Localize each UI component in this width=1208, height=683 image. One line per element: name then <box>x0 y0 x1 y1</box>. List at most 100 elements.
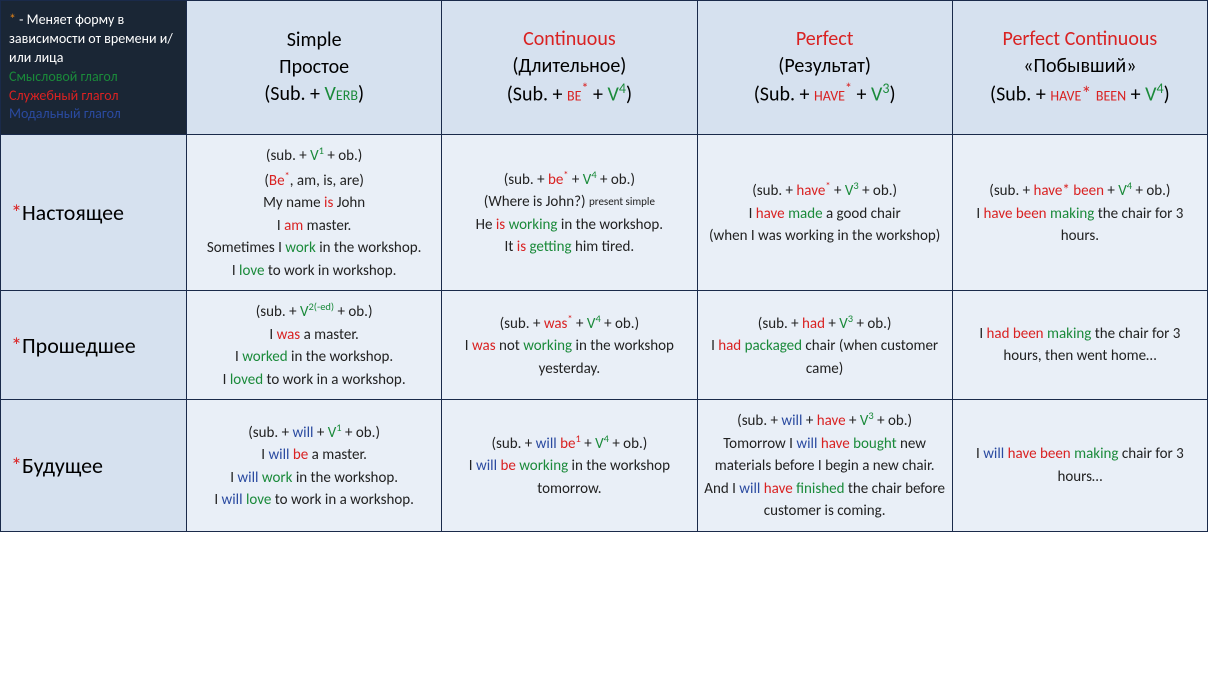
row-present-text: Настоящее <box>22 199 124 226</box>
prp-h: have <box>796 182 825 200</box>
row-future-text: Будущее <box>22 452 103 479</box>
fp-f2: + ob.) <box>874 412 912 430</box>
prpc-2h: have <box>984 205 1013 223</box>
row-future-star: * <box>11 452 22 479</box>
pap-2h: had <box>718 337 741 355</box>
prc-f1: (sub. + <box>504 171 548 189</box>
prpc-b: been <box>1073 182 1104 200</box>
ps-3is: is <box>324 194 333 212</box>
prp-f1: (sub. + <box>752 182 796 200</box>
pas-f2: + ob.) <box>334 303 372 321</box>
prpc-2a: I <box>976 205 983 223</box>
h-cont-f1: (Sub. + <box>507 83 567 107</box>
fc-2a: I <box>469 457 476 475</box>
legend-text1: - Меняет форму в зависимости от времени … <box>9 11 173 66</box>
row-past-text: Прошедшее <box>22 332 136 359</box>
prc-3is: is <box>496 216 505 234</box>
row-present-label: *Настоящее <box>1 135 187 291</box>
fc-2wk: working <box>519 457 568 475</box>
papc-1b: been <box>1013 325 1044 343</box>
cell-past-simple: (sub. + V2(-ed) + ob.) I was a master. I… <box>187 291 442 400</box>
fs-3wk: work <box>262 469 293 487</box>
prpc-2m: making <box>1050 205 1094 223</box>
prc-4is: is <box>517 238 526 256</box>
fpc-1m: making <box>1074 445 1118 463</box>
fp-2a: Tomorrow I <box>723 435 796 453</box>
pas-2b: a master. <box>300 326 359 344</box>
prc-f2: + ob.) <box>597 171 635 189</box>
prpc-2b: been <box>1016 205 1047 223</box>
row-present-star: * <box>11 199 22 226</box>
fpc-1b: been <box>1040 445 1071 463</box>
ps-f2: + ob.) <box>324 147 362 165</box>
ps-4b: master. <box>303 217 351 235</box>
ps-br: , am, is, are) <box>290 172 364 190</box>
h-pc-s4: 4 <box>1157 80 1164 97</box>
prpc-p: + <box>1104 182 1118 200</box>
h-simple-f2: ) <box>358 82 364 106</box>
cell-past-continuous: (sub. + was* + V4 + ob.) I was not worki… <box>442 291 697 400</box>
pap-p: + <box>825 315 839 333</box>
prpc-v4: V <box>1118 182 1127 200</box>
row-future-label: *Будущее <box>1 400 187 532</box>
h-cont-plus: + <box>588 83 607 107</box>
prpc-h: have* <box>1033 182 1073 200</box>
h-perf-v3: V <box>871 83 882 107</box>
fp-2w: will <box>796 435 817 453</box>
pas-2a: I <box>269 326 276 344</box>
pap-f1: (sub. + <box>758 315 802 333</box>
fpc-1h: have <box>1008 445 1037 463</box>
cell-present-perfect: (sub. + have* + V3 + ob.) I have made a … <box>697 135 952 291</box>
prpc-f2: + ob.) <box>1132 182 1170 200</box>
ps-5a: Sometimes I <box>207 239 285 257</box>
prp-2m: made <box>788 205 823 223</box>
ps-3a: My name <box>263 194 324 212</box>
h-pc-sub: «Побывший» <box>1023 54 1136 78</box>
pac-2w: was <box>472 337 496 355</box>
prc-2: (Where is John?) <box>484 193 589 211</box>
ps-v1: V <box>310 147 319 165</box>
fs-3w: will <box>237 469 258 487</box>
pas-3w: worked <box>242 348 287 366</box>
legend: * - Меняет форму в зависимости от времен… <box>1 1 187 135</box>
ps-f1: (sub. + <box>266 147 310 165</box>
h-cont-sub: (Длительное) <box>512 54 626 78</box>
pas-4b: to work in a workshop. <box>263 371 406 389</box>
fp-2b: bought <box>853 435 897 453</box>
header-perfect-continuous: Perfect Continuous «Побывший» (Sub. + ha… <box>952 1 1207 135</box>
pac-2b: not <box>496 337 524 355</box>
h-cont-be: be <box>567 83 581 107</box>
fc-f1: (sub. + <box>491 435 535 453</box>
fp-2f: finished <box>796 480 844 498</box>
legend-text2: Смысловой глагол <box>9 68 118 85</box>
pap-had: had <box>802 315 825 333</box>
h-pc-title: Perfect Continuous <box>1003 27 1158 51</box>
h-perf-title: Perfect <box>796 27 854 51</box>
h-pc-have: have* <box>1050 83 1095 107</box>
ps-5b: in the workshop. <box>316 239 422 257</box>
papc-1h: had <box>987 325 1010 343</box>
prc-p: + <box>569 171 583 189</box>
pas-2w: was <box>277 326 301 344</box>
fp-2h: have <box>821 435 850 453</box>
h-perf-sub: (Результат) <box>778 54 871 78</box>
prp-2h: have <box>756 205 785 223</box>
ps-6l: love <box>239 262 264 280</box>
h-simple-verb: Verb <box>325 82 358 106</box>
pac-2a: I <box>465 337 472 355</box>
cell-future-simple: (sub. + will + V1 + ob.) I will be a mas… <box>187 400 442 532</box>
h-pc-plus: + <box>1126 83 1145 107</box>
tense-table: * - Меняет форму в зависимости от времен… <box>0 0 1208 532</box>
cell-present-perfect-continuous: (sub. + have* been + V4 + ob.) I have be… <box>952 135 1207 291</box>
fc-v4: V <box>595 435 604 453</box>
pac-p: + <box>573 315 587 333</box>
ps-6a: I <box>232 262 239 280</box>
ps-5w: work <box>285 239 316 257</box>
legend-text3: Служебный глагол <box>9 87 118 104</box>
prc-3b: in the workshop. <box>558 216 664 234</box>
cell-future-perfect: (sub. + will + have + V3 + ob.) Tomorrow… <box>697 400 952 532</box>
fp-2w2: will <box>739 480 760 498</box>
h-perf-star: * <box>845 80 852 97</box>
h-cont-title: Continuous <box>523 27 616 51</box>
fs-f2: + ob.) <box>342 424 380 442</box>
